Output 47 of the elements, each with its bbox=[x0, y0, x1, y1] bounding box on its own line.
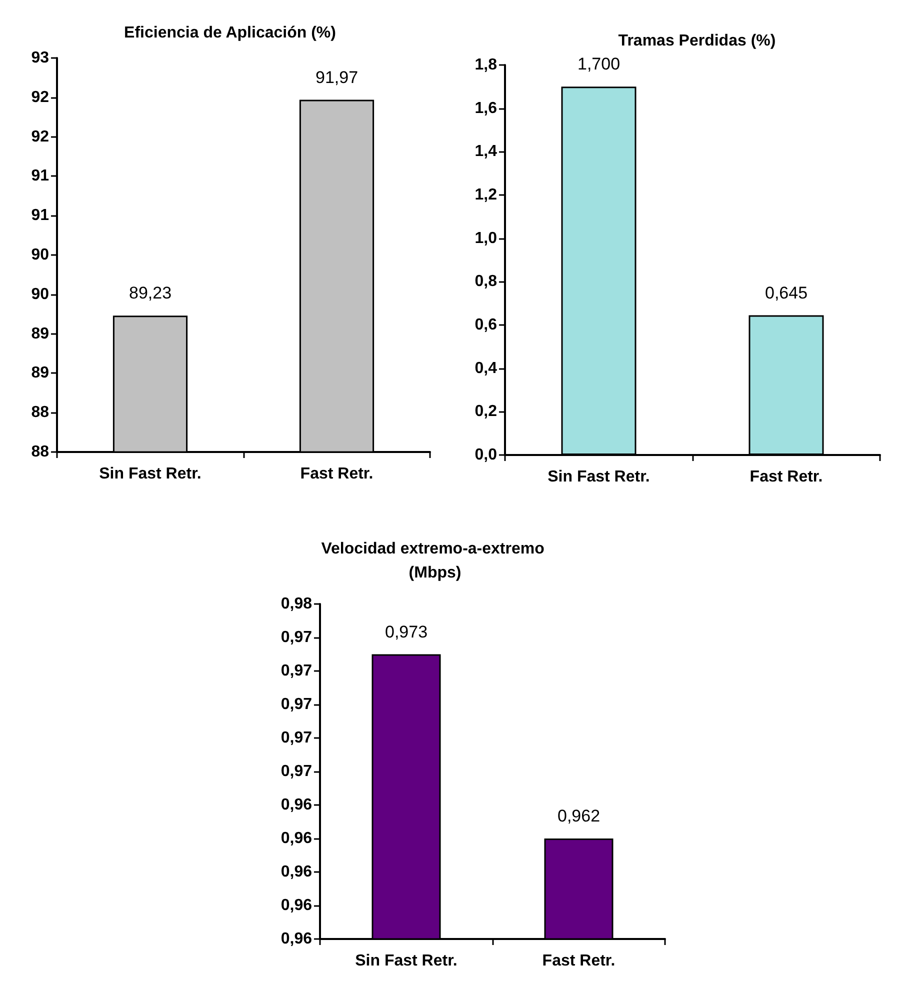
y-tick-label: 92 bbox=[31, 128, 50, 146]
y-tick-label: 89 bbox=[31, 325, 50, 342]
y-tick-label: 0,97 bbox=[280, 696, 312, 713]
x-tick-label: Fast Retr. bbox=[750, 468, 823, 486]
y-tick-label: 0,97 bbox=[280, 763, 312, 780]
y-tick-label: 90 bbox=[31, 246, 50, 264]
y-tick-label: 0,96 bbox=[280, 930, 312, 948]
x-tick-label: Fast Retr. bbox=[542, 952, 616, 970]
chart-title: Tramas Perdidas (%) bbox=[618, 32, 776, 50]
x-tick-label: Sin Fast Retr. bbox=[548, 468, 650, 486]
y-tick-label: 0,98 bbox=[280, 596, 312, 612]
y-tick-label: 0,4 bbox=[474, 360, 498, 377]
y-tick-label: 0,8 bbox=[474, 273, 498, 290]
y-tick-label: 0,96 bbox=[280, 864, 312, 880]
data-label: 89,23 bbox=[128, 284, 172, 303]
x-tick-label: Sin Fast Retr. bbox=[355, 952, 458, 970]
y-tick-label: 88 bbox=[31, 444, 50, 460]
y-tick-label: 0,97 bbox=[280, 730, 312, 746]
y-tick-label: 1,2 bbox=[474, 186, 498, 204]
data-label: 91,97 bbox=[315, 68, 358, 87]
y-tick-label: 1,8 bbox=[474, 56, 498, 74]
data-label: 1,700 bbox=[577, 54, 620, 74]
y-tick-label: 1,0 bbox=[474, 230, 498, 247]
y-tick-label: 0,96 bbox=[280, 796, 312, 814]
y-tick-label: 0,96 bbox=[280, 830, 312, 847]
y-tick-label: 0,97 bbox=[280, 662, 312, 680]
data-label: 0,962 bbox=[557, 806, 600, 826]
y-tick-label: 92 bbox=[31, 88, 50, 106]
data-label: 0,973 bbox=[384, 622, 428, 642]
y-tick-label: 89 bbox=[31, 364, 50, 382]
y-tick-label: 0,96 bbox=[280, 897, 312, 914]
y-tick-label: 91 bbox=[31, 207, 50, 224]
x-tick-label: Sin Fast Retr. bbox=[99, 466, 202, 482]
x-tick-label: Fast Retr. bbox=[300, 466, 374, 482]
chart-title: Eficiencia de Aplicación (%) bbox=[124, 24, 336, 42]
y-tick-label: 90 bbox=[31, 286, 50, 303]
y-tick-label: 1,4 bbox=[474, 143, 498, 160]
data-label: 0,645 bbox=[764, 283, 808, 302]
chart-title: Velocidad extremo-a-extremo (Mbps) bbox=[321, 540, 549, 582]
y-tick-label: 0,0 bbox=[474, 446, 498, 464]
y-tick-label: 93 bbox=[31, 50, 50, 66]
y-tick-label: 88 bbox=[31, 404, 50, 422]
y-tick-label: 0,2 bbox=[474, 403, 498, 420]
y-tick-label: 1,6 bbox=[474, 100, 498, 117]
y-tick-label: 91 bbox=[31, 168, 50, 185]
y-tick-label: 0,6 bbox=[474, 316, 498, 334]
y-tick-label: 0,97 bbox=[280, 629, 312, 646]
